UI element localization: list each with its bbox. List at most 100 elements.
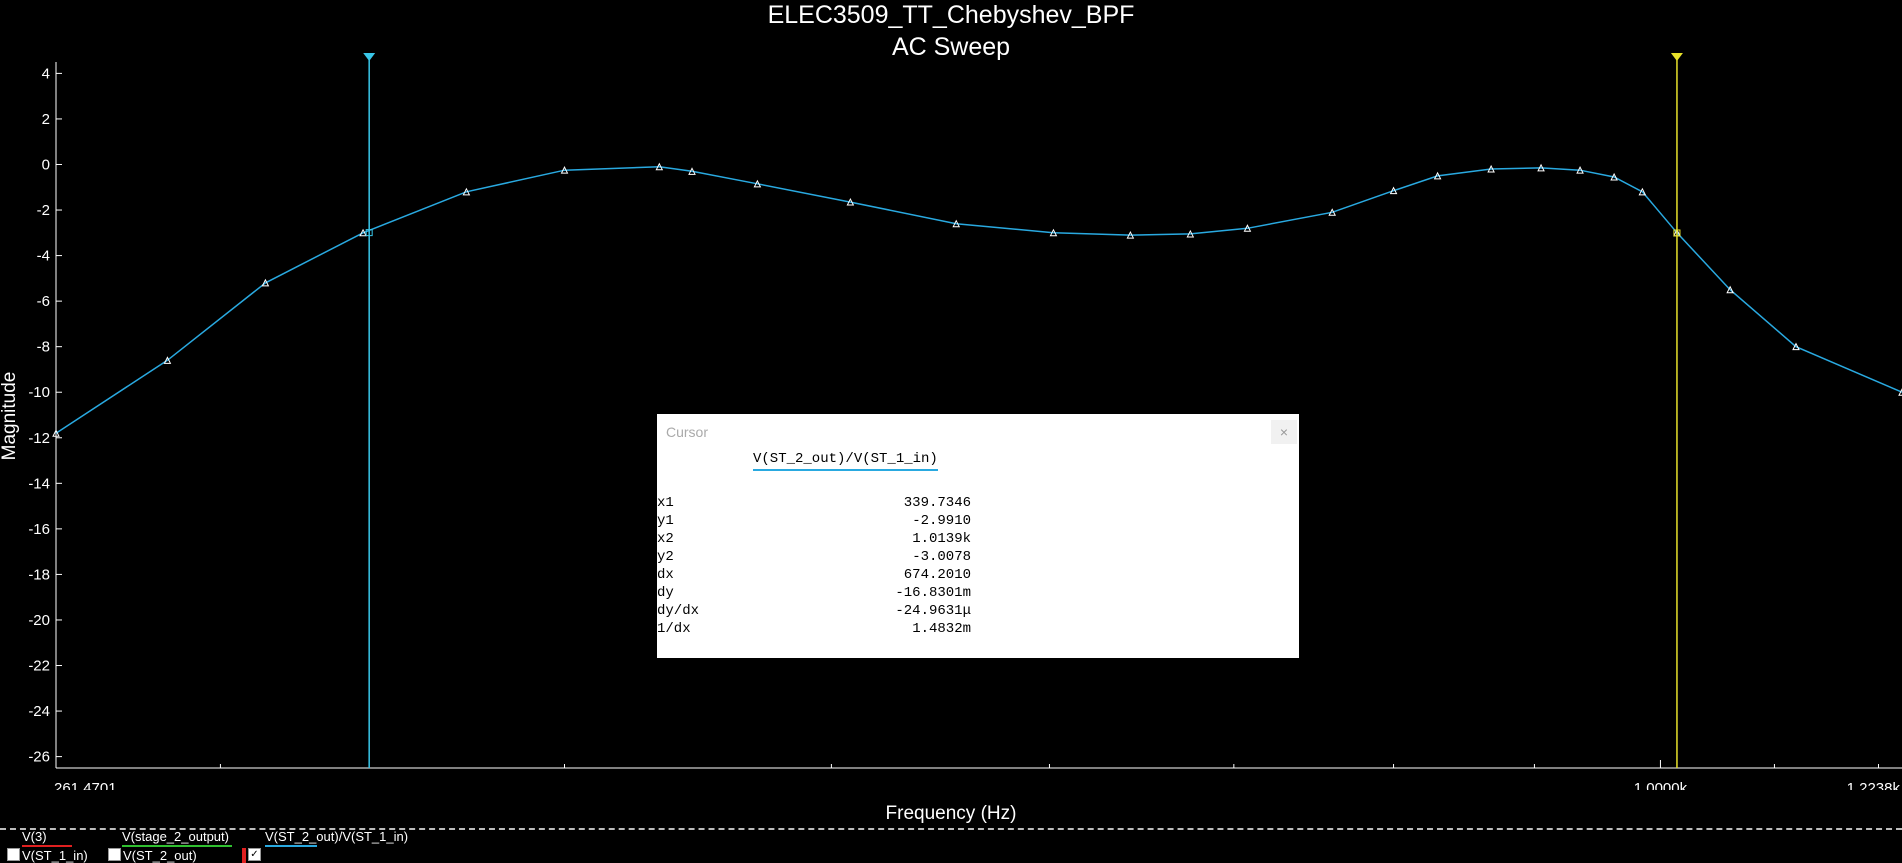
y-tick-label: -2: [37, 202, 50, 219]
y-tick-label: -20: [28, 612, 50, 629]
y-tick-label: -24: [28, 703, 50, 720]
data-point: [163, 356, 172, 364]
legend-item-v3[interactable]: V(3): [22, 829, 72, 847]
plot-axes: 4 2 0 -2 -4 -6 -8 -10 -12 -14 -16 -18 -20 -22 -24 -26 26…: [28, 62, 1902, 790]
data-point: [1792, 342, 1800, 351]
data-point: [846, 197, 855, 206]
close-icon[interactable]: ×: [1271, 420, 1297, 444]
cursor-row-dy: dy -16.8301m: [657, 584, 971, 602]
cursor-row-x2: x2 1.0139k: [657, 530, 971, 548]
cursor-row-value: 674.2010: [903, 567, 971, 583]
legend-item-stage-2-output[interactable]: V(stage_2_output): [122, 829, 232, 847]
x-tick-label: 261.4701: [54, 780, 117, 790]
legend-marker: [242, 848, 246, 863]
cursor-row-dx: dx 674.2010: [657, 566, 971, 584]
data-point: [1898, 388, 1902, 396]
data-point: [1328, 208, 1337, 216]
cursor-row-value: -24.9631μ: [895, 603, 971, 619]
data-point: [1487, 164, 1495, 173]
cursor-row-value: 1.0139k: [912, 531, 971, 547]
legend-label: V(3): [22, 829, 47, 844]
y-tick-label: 2: [42, 111, 50, 128]
data-point: [1638, 187, 1647, 196]
y-tick-label: -4: [37, 248, 50, 265]
cursor-layer[interactable]: [363, 53, 1683, 768]
cursor-row-value: 1.4832m: [912, 621, 971, 637]
legend-item-st-2-out[interactable]: V(ST_2_out): [123, 848, 197, 863]
ac-sweep-plot[interactable]: 4 2 0 -2 -4 -6 -8 -10 -12 -14 -16 -18 -20 -22 -24 -26 26…: [0, 0, 1902, 790]
data-point: [1537, 163, 1545, 172]
cursor-row-inv-dx: 1/dx 1.4832m: [657, 620, 971, 638]
data-point: [1186, 229, 1195, 238]
legend-swatch: [265, 845, 317, 847]
y-tick-label: 0: [42, 156, 50, 173]
checkbox-v-st-1-in[interactable]: [7, 848, 20, 861]
cursor-1-handle: [363, 53, 376, 61]
data-point: [261, 278, 270, 287]
legend-swatch: [22, 845, 72, 847]
legend-item-st2-over-st1[interactable]: V(ST_2_out)/V(ST_1_in): [265, 829, 409, 847]
checkbox-v-st-2-out[interactable]: [108, 848, 121, 861]
cursor-row-label: x1: [657, 495, 674, 511]
cursor-row-label: y2: [657, 549, 674, 565]
x-axis-label: Frequency (Hz): [885, 803, 1017, 824]
cursor-dialog[interactable]: Cursor × V(ST_2_out)/V(ST_1_in) x1 339.73…: [657, 414, 1299, 658]
x-tick-label: 1.2238k: [1847, 780, 1901, 790]
data-point: [52, 429, 60, 437]
y-tick-label: -10: [28, 384, 50, 401]
cursor-row-y2: y2 -3.0078: [657, 548, 971, 566]
data-point: [753, 179, 762, 188]
checkbox-checked[interactable]: ✓: [248, 848, 261, 861]
cursor-row-dydx: dy/dx -24.9631μ: [657, 602, 971, 620]
data-point: [1126, 230, 1135, 239]
cursor-row-label: dy: [657, 585, 674, 601]
data-point: [1726, 285, 1734, 294]
data-point: [462, 187, 471, 196]
cursor-row-value: -2.9910: [912, 513, 971, 529]
data-point: [655, 162, 664, 171]
legend-divider: [0, 828, 1902, 830]
cursor-trace-name: V(ST_2_out)/V(ST_1_in): [753, 451, 938, 471]
legend-label: V(ST_2_out)/V(ST_1_in): [265, 829, 409, 844]
y-tick-label: -16: [28, 521, 50, 538]
cursor-dialog-title: Cursor: [666, 424, 709, 440]
y-tick-label: -14: [28, 475, 50, 492]
legend-label: V(stage_2_output): [122, 829, 229, 844]
plot-title: ELEC3509_TT_Chebyshev_BPF: [767, 1, 1135, 29]
y-tick-label: 4: [42, 65, 50, 82]
y-tick-label: -6: [37, 293, 50, 310]
data-point: [1433, 171, 1442, 180]
cursor-row-value: 339.7346: [903, 495, 971, 511]
cursor-row-value: -3.0078: [912, 549, 971, 565]
series-line: [55, 166, 1902, 434]
cursor-row-y1: y1 -2.9910: [657, 512, 971, 530]
y-axis-label: Magnitude: [0, 371, 20, 461]
cursor-row-label: x2: [657, 531, 674, 547]
cursor-1-marker: [365, 229, 373, 237]
y-tick-label: -22: [28, 658, 50, 675]
data-point: [1243, 224, 1252, 232]
cursor-row-label: dy/dx: [657, 603, 700, 619]
cursor-readout-table: x1 339.7346 y1 -2.9910 x2 1.0139k y2 -3.0078…: [657, 494, 971, 638]
cursor-row-value: -16.8301m: [895, 585, 971, 601]
cursor-row-label: 1/dx: [657, 621, 691, 637]
data-point: [1049, 228, 1058, 237]
legend-item-st-1-in[interactable]: V(ST_1_in): [22, 848, 88, 863]
data-point: [1576, 166, 1584, 174]
y-tick-label: -18: [28, 566, 50, 583]
series-layer: [52, 162, 1902, 437]
data-point: [560, 166, 569, 174]
cursor-2-marker: [1673, 229, 1681, 237]
cursor-row-label: y1: [657, 513, 674, 529]
y-tick-label: -12: [28, 430, 50, 447]
plot-subtitle: AC Sweep: [891, 33, 1011, 61]
legend-swatch: [122, 845, 232, 847]
data-point: [1389, 186, 1398, 195]
y-tick-label: -8: [37, 339, 50, 356]
data-point: [359, 228, 367, 237]
cursor-row-x1: x1 339.7346: [657, 494, 971, 512]
data-point: [1610, 172, 1618, 181]
data-point: [688, 167, 696, 175]
y-tick-label: -26: [28, 749, 50, 766]
data-point: [952, 219, 961, 228]
